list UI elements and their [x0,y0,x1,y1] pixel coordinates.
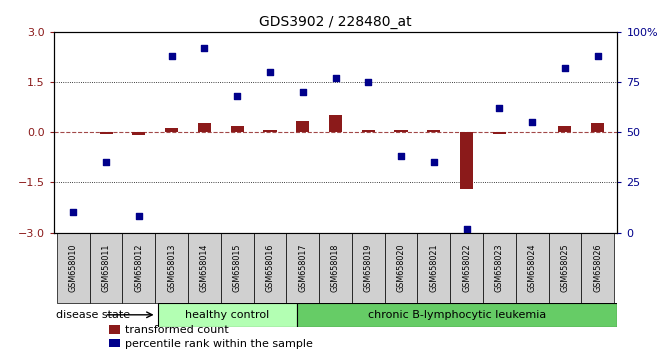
Bar [319,233,352,303]
Bar [395,130,407,132]
Bar [460,132,473,189]
Bar [254,233,287,303]
Point [560,65,570,71]
Point [68,210,79,215]
Text: GSM658016: GSM658016 [266,244,274,292]
Point [461,226,472,232]
Bar [427,130,440,132]
Bar [450,233,483,303]
Bar [99,132,113,134]
Text: GSM658010: GSM658010 [69,244,78,292]
Bar [297,303,617,327]
Text: GSM658023: GSM658023 [495,244,504,292]
Text: GSM658013: GSM658013 [167,244,176,292]
Legend: transformed count, percentile rank within the sample: transformed count, percentile rank withi… [104,321,318,353]
Bar [158,303,297,327]
Text: disease state: disease state [56,310,130,320]
Point [396,153,407,159]
Text: GSM658026: GSM658026 [593,244,602,292]
Bar [132,132,146,135]
Point [166,53,177,59]
Bar [384,233,417,303]
Point [231,93,242,99]
Point [264,69,275,75]
Bar [198,123,211,132]
Text: GSM658014: GSM658014 [200,244,209,292]
Text: GSM658012: GSM658012 [134,244,144,292]
Point [297,89,308,95]
Bar [329,115,342,132]
Point [494,105,505,111]
Bar [287,233,319,303]
Point [330,75,341,81]
Point [363,79,374,85]
Point [101,159,111,165]
Text: GSM658017: GSM658017 [298,244,307,292]
Text: GSM658022: GSM658022 [462,243,471,292]
Bar [591,123,604,132]
Bar [362,130,375,132]
Text: GSM658020: GSM658020 [397,244,405,292]
Point [592,53,603,59]
Bar [516,233,548,303]
Text: GSM658015: GSM658015 [233,244,242,292]
Bar [558,126,572,132]
Text: chronic B-lymphocytic leukemia: chronic B-lymphocytic leukemia [368,310,546,320]
Bar [155,233,188,303]
Text: GSM658025: GSM658025 [560,243,570,292]
Text: GSM658011: GSM658011 [101,244,111,292]
Bar [483,233,516,303]
Bar [296,121,309,132]
Bar [57,233,90,303]
Bar [264,130,276,132]
Point [429,159,440,165]
Bar [188,233,221,303]
Text: healthy control: healthy control [185,310,270,320]
Bar [417,233,450,303]
Bar [352,233,384,303]
Point [199,45,210,51]
Text: GSM658019: GSM658019 [364,244,373,292]
Bar [90,233,123,303]
Title: GDS3902 / 228480_at: GDS3902 / 228480_at [259,16,412,29]
Bar [221,233,254,303]
Point [134,214,144,219]
Bar [165,128,178,132]
Bar [581,233,614,303]
Text: GSM658021: GSM658021 [429,244,438,292]
Bar [231,126,244,132]
Bar [493,132,506,133]
Bar [123,233,155,303]
Bar [548,233,581,303]
Text: GSM658018: GSM658018 [331,244,340,292]
Point [527,119,537,125]
Text: GSM658024: GSM658024 [527,244,537,292]
